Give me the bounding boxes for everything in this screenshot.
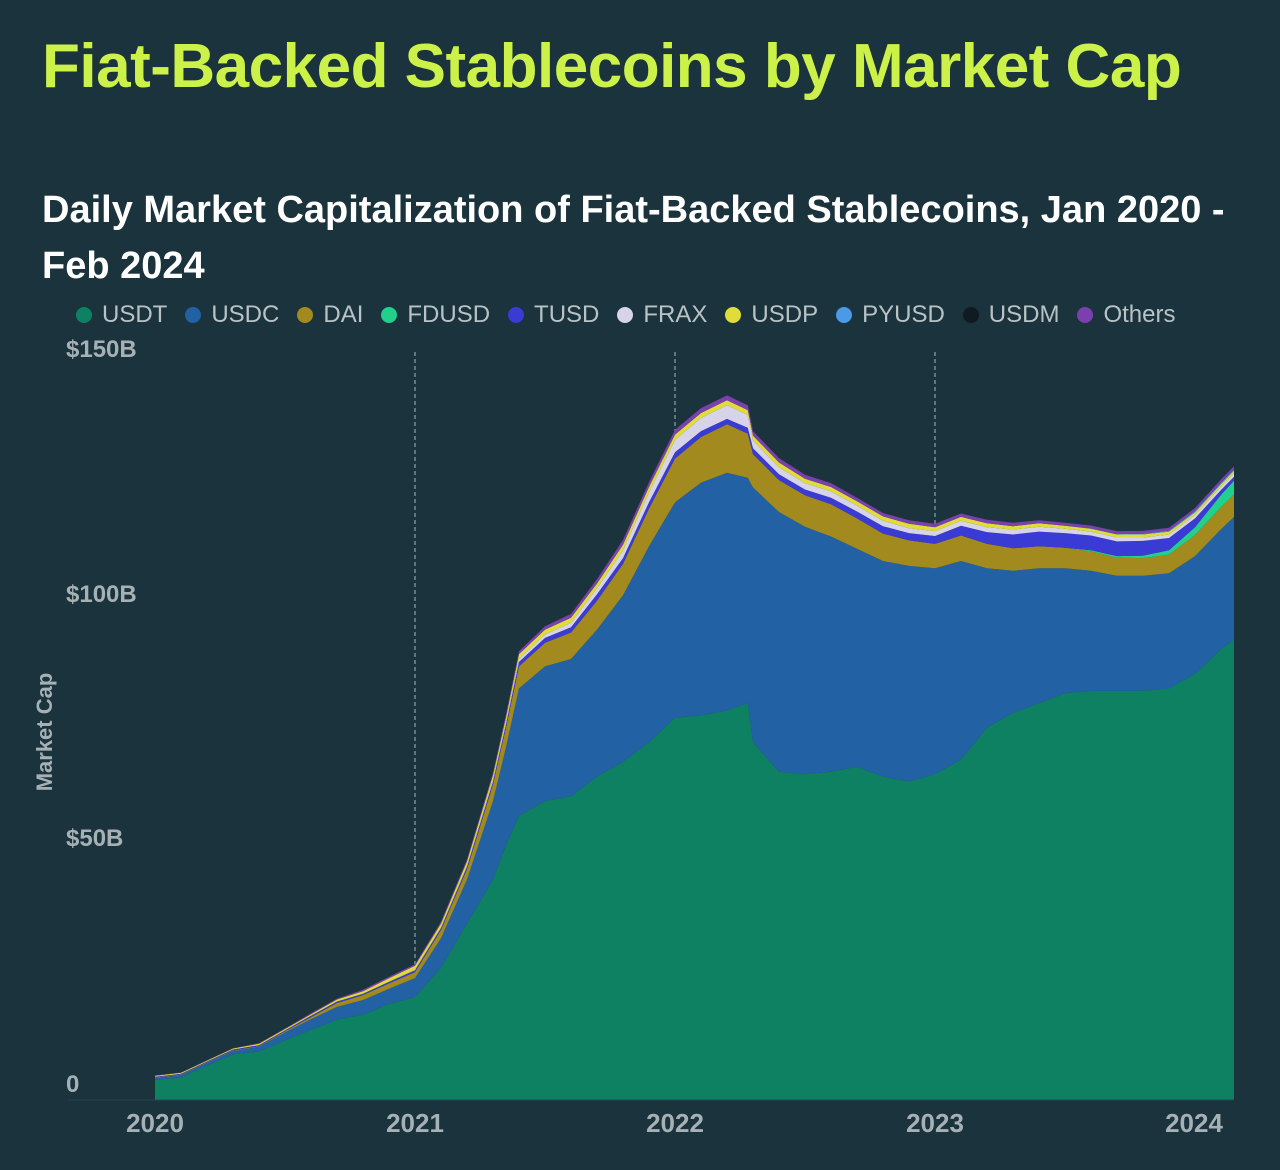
legend-label: USDP xyxy=(751,301,819,328)
legend: USDT USDC DAI FDUSD TUSD FRAX USDP PYUSD USDM Oth… xyxy=(76,298,1193,332)
legend-item-usdt[interactable]: USDT xyxy=(76,301,167,329)
x-tick-label: 2024 xyxy=(1165,1108,1223,1138)
legend-item-dai[interactable]: DAI xyxy=(297,301,363,329)
legend-item-usdp[interactable]: USDP xyxy=(725,301,818,329)
y-axis-ticks: 0 $50B $100B $150B xyxy=(66,336,137,1098)
legend-label: DAI xyxy=(323,301,364,328)
legend-item-others[interactable]: Others xyxy=(1077,301,1175,329)
chart-subtitle: Daily Market Capitalization of Fiat-Back… xyxy=(42,189,1225,287)
legend-swatch xyxy=(836,307,853,323)
legend-item-usdc[interactable]: USDC xyxy=(185,301,279,329)
legend-swatch xyxy=(381,307,398,323)
legend-swatch xyxy=(76,307,92,323)
legend-label: TUSD xyxy=(534,301,600,328)
area-series xyxy=(68,395,1234,1101)
area-usdc[interactable] xyxy=(155,472,1234,1080)
legend-swatch xyxy=(617,307,634,323)
y-tick-label: $100B xyxy=(66,581,137,608)
y-tick-label: $50B xyxy=(66,825,123,852)
legend-label: USDM xyxy=(988,301,1060,328)
legend-label: PYUSD xyxy=(862,301,945,328)
x-tick-label: 2023 xyxy=(906,1108,964,1138)
y-axis-label: Market Cap xyxy=(32,673,57,792)
legend-label: FDUSD xyxy=(407,301,491,328)
y-tick-label: 0 xyxy=(66,1071,79,1098)
legend-item-tusd[interactable]: TUSD xyxy=(508,301,599,329)
legend-swatch xyxy=(185,307,202,323)
area-usdt[interactable] xyxy=(155,639,1234,1100)
legend-swatch xyxy=(962,307,979,323)
legend-label: USDT xyxy=(102,301,168,328)
legend-swatch xyxy=(508,307,525,323)
legend-item-usdm[interactable]: USDM xyxy=(962,301,1060,329)
legend-label: Others xyxy=(1103,301,1176,328)
x-tick-label: 2020 xyxy=(126,1108,184,1138)
x-axis-ticks: 2020 2021 2022 2023 2024 xyxy=(126,1108,1223,1138)
legend-swatch xyxy=(1077,307,1094,323)
legend-item-fdusd[interactable]: FDUSD xyxy=(381,301,490,329)
legend-label: FRAX xyxy=(643,301,708,328)
x-tick-label: 2022 xyxy=(646,1108,704,1138)
legend-swatch xyxy=(297,307,314,323)
legend-swatch xyxy=(725,307,742,323)
legend-item-pyusd[interactable]: PYUSD xyxy=(836,301,945,329)
chart-title: Fiat-Backed Stablecoins by Market Cap xyxy=(42,32,1182,101)
x-tick-label: 2021 xyxy=(386,1108,444,1138)
legend-label: USDC xyxy=(211,301,280,328)
legend-item-frax[interactable]: FRAX xyxy=(617,301,707,329)
y-tick-label: $150B xyxy=(66,336,137,363)
